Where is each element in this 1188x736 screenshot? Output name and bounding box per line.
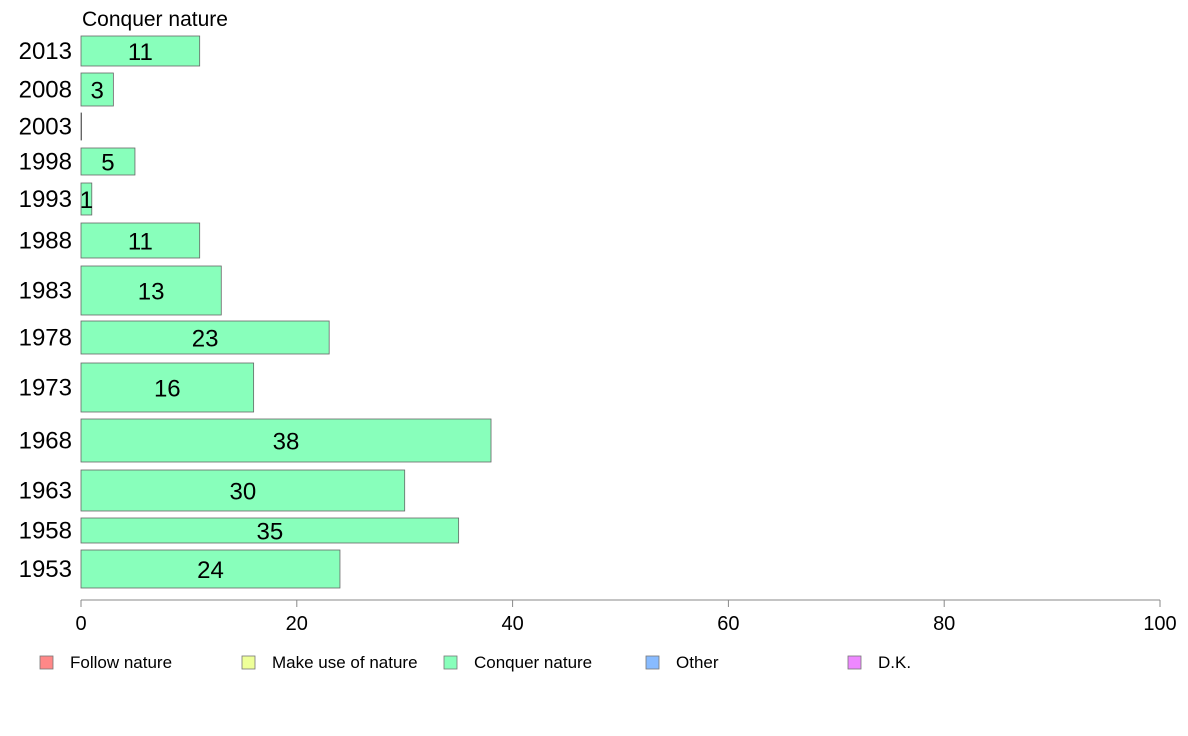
- category-label-2008: 2008: [19, 77, 72, 104]
- bar-1968: [80, 418, 492, 463]
- data-label-2013: 11: [128, 39, 153, 66]
- legend-swatch-d-k: [847, 655, 862, 670]
- bar-2013: [80, 35, 201, 67]
- data-label-1978: 23: [192, 326, 219, 353]
- category-label-1963: 1963: [19, 478, 72, 505]
- x-axis: 0 20 40 60 80 100: [75, 599, 1177, 635]
- bar-1978: [80, 320, 330, 355]
- category-label-1983: 1983: [19, 278, 72, 305]
- data-label-1973: 16: [154, 376, 181, 403]
- x-tick-label-40: 40: [501, 613, 523, 635]
- legend-swatch-make-use-of-nature: [241, 655, 256, 670]
- bar-1983: [80, 265, 222, 316]
- category-label-1988: 1988: [19, 228, 72, 255]
- bar-1998: [80, 147, 136, 176]
- legend-label-d-k: D.K.: [878, 653, 911, 672]
- bars: 2013 11 2008 3 2003 1998 5 1993 1 1988 11 1983 13 197…: [19, 35, 492, 589]
- bar-2003: [80, 112, 83, 141]
- legend-swatch-follow-nature: [39, 655, 54, 670]
- x-tick-label-60: 60: [717, 613, 739, 635]
- data-label-1998: 5: [101, 150, 114, 177]
- data-label-1958: 35: [256, 519, 283, 546]
- bar-1973: [80, 362, 255, 413]
- category-label-1953: 1953: [19, 556, 72, 583]
- bar-1993: [80, 182, 93, 216]
- data-label-1963: 30: [229, 479, 256, 506]
- category-label-1958: 1958: [19, 518, 72, 545]
- data-label-1968: 38: [273, 429, 300, 456]
- category-label-1968: 1968: [19, 428, 72, 455]
- data-label-1983: 13: [138, 279, 165, 306]
- data-label-1953: 24: [197, 557, 224, 584]
- category-label-1993: 1993: [19, 186, 72, 213]
- category-label-2013: 2013: [19, 38, 72, 65]
- x-tick-label-80: 80: [933, 613, 955, 635]
- bar-1958: [80, 517, 460, 544]
- bar-1963: [80, 469, 406, 512]
- bar-2008: [80, 72, 114, 107]
- bar-1953: [80, 549, 341, 589]
- data-label-1988: 11: [128, 229, 153, 256]
- legend-label-make-use-of-nature: Make use of nature: [272, 653, 418, 672]
- category-label-1973: 1973: [19, 375, 72, 402]
- x-tick-label-100: 100: [1143, 613, 1176, 635]
- legend: Follow nature Make use of nature Conquer n…: [39, 653, 911, 672]
- legend-swatch-conquer-nature: [443, 655, 458, 670]
- legend-swatch-other: [645, 655, 660, 670]
- panel-title: Conquer nature: [82, 8, 228, 31]
- x-tick-label-20: 20: [286, 613, 308, 635]
- data-label-1993: 1: [80, 187, 93, 214]
- legend-label-follow-nature: Follow nature: [70, 653, 172, 672]
- x-tick-label-0: 0: [75, 613, 86, 635]
- legend-label-conquer-nature: Conquer nature: [474, 653, 592, 672]
- legend-label-other: Other: [676, 653, 719, 672]
- category-label-1978: 1978: [19, 325, 72, 352]
- bar-1988: [80, 222, 201, 259]
- data-label-2008: 3: [91, 78, 104, 105]
- category-label-1998: 1998: [19, 149, 72, 176]
- category-label-2003: 2003: [19, 114, 72, 141]
